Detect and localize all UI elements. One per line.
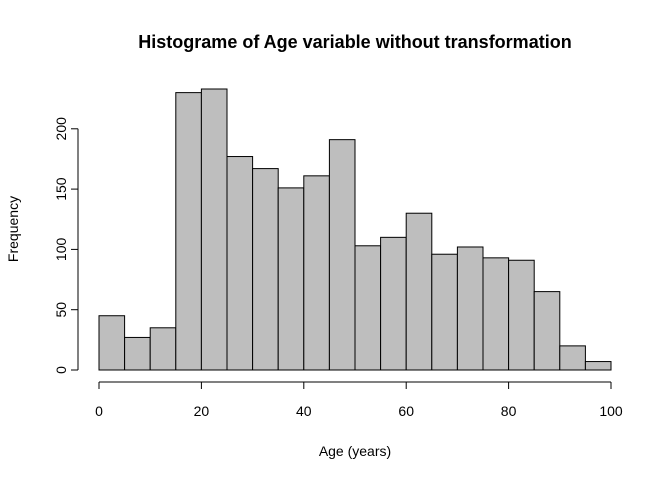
histogram-bar-1 bbox=[124, 336, 151, 371]
histogram-bar-3 bbox=[175, 92, 202, 371]
x-axis-title: Age (years) bbox=[319, 443, 391, 459]
histogram-bar-0 bbox=[98, 315, 126, 371]
y-tick-label-4: 200 bbox=[53, 117, 69, 141]
y-tick-label-1: 50 bbox=[53, 302, 69, 318]
histogram-bar-13 bbox=[431, 253, 458, 371]
x-tick-label-1: 20 bbox=[194, 403, 210, 419]
y-tick-label-3: 150 bbox=[53, 177, 69, 201]
histogram-bar-15 bbox=[482, 257, 510, 371]
x-tick-label-3: 60 bbox=[398, 403, 414, 419]
histogram-bar-18 bbox=[559, 345, 586, 371]
histogram-bar-19 bbox=[584, 361, 612, 371]
histogram-bar-17 bbox=[533, 291, 561, 371]
histogram-bar-9 bbox=[328, 139, 356, 371]
histogram-bar-14 bbox=[456, 246, 484, 371]
y-tick-label-2: 100 bbox=[53, 238, 69, 262]
histogram-bar-7 bbox=[277, 187, 305, 371]
histogram-bar-2 bbox=[149, 327, 177, 371]
x-axis: 0 20 40 60 80 100 bbox=[95, 381, 623, 419]
x-tick-label-4: 80 bbox=[501, 403, 517, 419]
histogram-bar-12 bbox=[405, 212, 433, 371]
histogram-bar-4 bbox=[200, 88, 228, 371]
x-tick-label-0: 0 bbox=[95, 403, 103, 419]
chart-title: Histograme of Age variable without trans… bbox=[138, 32, 571, 52]
histogram-bar-8 bbox=[303, 175, 330, 371]
histogram-bar-6 bbox=[252, 168, 279, 371]
histogram-bar-10 bbox=[354, 245, 382, 371]
x-tick-label-5: 100 bbox=[599, 403, 623, 419]
histogram-bar-11 bbox=[380, 236, 407, 371]
y-tick-label-0: 0 bbox=[53, 366, 69, 374]
x-tick-label-2: 40 bbox=[296, 403, 312, 419]
y-axis: 0 50 100 150 200 bbox=[53, 117, 79, 374]
histogram-bar-16 bbox=[508, 259, 535, 371]
bars-group bbox=[98, 88, 612, 371]
y-axis-title: Frequency bbox=[5, 196, 21, 262]
histogram-bar-5 bbox=[226, 156, 254, 371]
